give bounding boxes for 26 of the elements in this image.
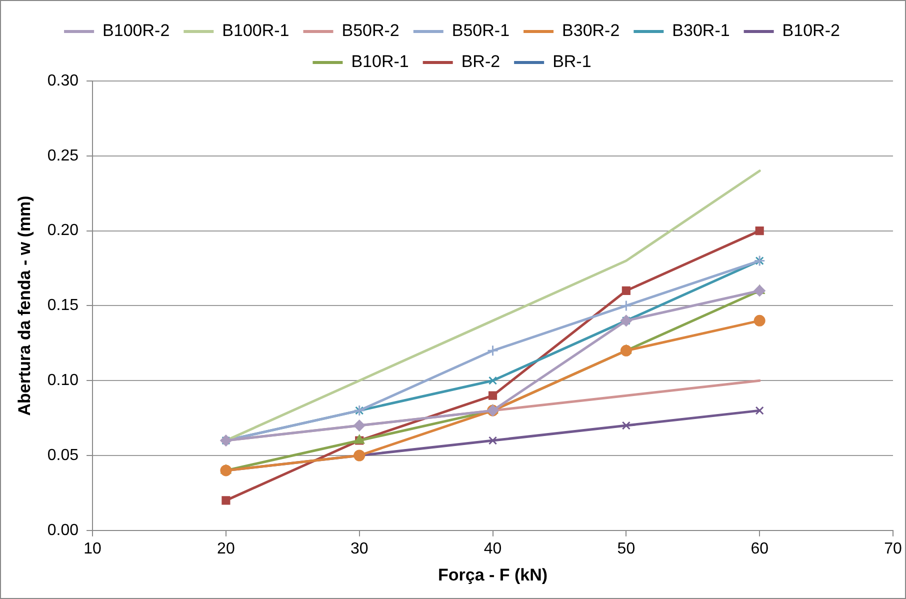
y-tick-label: 0.15 — [47, 297, 79, 314]
legend-label: B30R-2 — [562, 21, 620, 40]
x-tick-label: 60 — [750, 540, 769, 558]
x-axis-title: Força - F (kN) — [438, 565, 548, 584]
y-tick-label: 0.10 — [47, 372, 79, 390]
legend-label: BR-2 — [461, 52, 500, 72]
legend-label: B100R-1 — [222, 21, 290, 40]
legend-label: B10R-2 — [782, 21, 840, 40]
legend-label: B50R-1 — [452, 21, 510, 40]
x-tick-label: 40 — [484, 540, 502, 558]
legend-label: B50R-2 — [342, 21, 400, 40]
y-tick-label: 0.30 — [47, 72, 79, 90]
y-tick-label: 0.20 — [47, 222, 79, 240]
x-tick-label: 50 — [617, 540, 636, 558]
x-tick-label: 30 — [350, 540, 368, 558]
legend-label: B100R-2 — [102, 21, 170, 40]
y-axis-title: Abertura da fenda - w (mm) — [14, 196, 34, 416]
y-tick-label: 0.00 — [47, 522, 79, 539]
y-tick-label: 0.05 — [47, 446, 79, 464]
legend-label: BR-1 — [552, 52, 592, 72]
y-tick-label: 0.25 — [47, 147, 79, 164]
legend-label: B10R-1 — [351, 52, 409, 72]
x-tick-label: 70 — [884, 540, 902, 558]
x-tick-label: 20 — [217, 540, 235, 558]
x-tick-label: 10 — [84, 540, 102, 558]
legend-label: B30R-1 — [672, 21, 730, 40]
